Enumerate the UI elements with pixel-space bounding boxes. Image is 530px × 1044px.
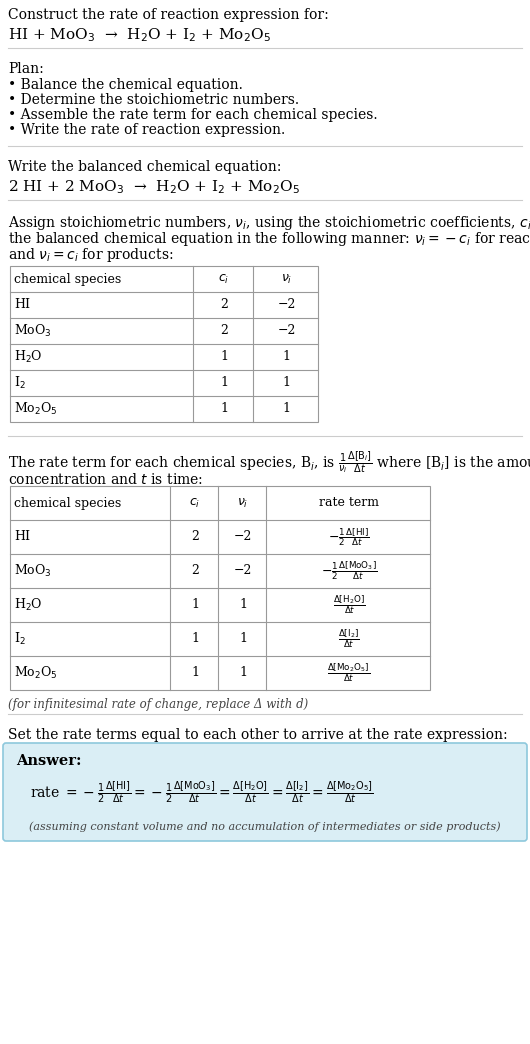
Text: Mo$_2$O$_5$: Mo$_2$O$_5$ — [14, 665, 58, 681]
Text: chemical species: chemical species — [14, 497, 121, 509]
Text: 1: 1 — [239, 666, 247, 680]
Text: I$_2$: I$_2$ — [14, 631, 25, 647]
Text: 1: 1 — [282, 403, 290, 416]
Text: 1: 1 — [282, 351, 290, 363]
Text: rate $= -\frac{1}{2}\frac{\Delta[\mathrm{HI}]}{\Delta t} = -\frac{1}{2}\frac{\De: rate $= -\frac{1}{2}\frac{\Delta[\mathrm… — [30, 779, 374, 805]
Text: 1: 1 — [191, 598, 199, 612]
Text: −2: −2 — [234, 565, 252, 577]
Text: 1: 1 — [239, 633, 247, 645]
Text: 2: 2 — [191, 565, 199, 577]
Text: 1: 1 — [220, 403, 228, 416]
Text: 1: 1 — [282, 377, 290, 389]
Text: • Assemble the rate term for each chemical species.: • Assemble the rate term for each chemic… — [8, 108, 377, 122]
Text: 1: 1 — [191, 633, 199, 645]
Text: Answer:: Answer: — [16, 754, 82, 768]
Text: $-\frac{1}{2}\frac{\Delta[\mathrm{HI}]}{\Delta t}$: $-\frac{1}{2}\frac{\Delta[\mathrm{HI}]}{… — [328, 526, 370, 548]
Text: and $\nu_i = c_i$ for products:: and $\nu_i = c_i$ for products: — [8, 246, 173, 264]
Text: MoO$_3$: MoO$_3$ — [14, 323, 51, 339]
Text: Mo$_2$O$_5$: Mo$_2$O$_5$ — [14, 401, 58, 417]
Text: MoO$_3$: MoO$_3$ — [14, 563, 51, 579]
Text: chemical species: chemical species — [14, 272, 121, 285]
Text: (for infinitesimal rate of change, replace Δ with d): (for infinitesimal rate of change, repla… — [8, 698, 308, 711]
Text: $\nu_i$: $\nu_i$ — [281, 272, 292, 286]
Text: the balanced chemical equation in the following manner: $\nu_i = -c_i$ for react: the balanced chemical equation in the fo… — [8, 230, 530, 248]
Text: • Balance the chemical equation.: • Balance the chemical equation. — [8, 78, 243, 92]
Text: H$_2$O: H$_2$O — [14, 349, 42, 365]
Text: −2: −2 — [234, 530, 252, 544]
Text: • Write the rate of reaction expression.: • Write the rate of reaction expression. — [8, 123, 285, 137]
FancyBboxPatch shape — [3, 743, 527, 841]
Text: $\frac{\Delta[\mathrm{H_2O}]}{\Delta t}$: $\frac{\Delta[\mathrm{H_2O}]}{\Delta t}$ — [333, 594, 365, 616]
Text: I$_2$: I$_2$ — [14, 375, 25, 392]
Text: 1: 1 — [220, 351, 228, 363]
Text: rate term: rate term — [319, 497, 379, 509]
Text: Plan:: Plan: — [8, 62, 44, 76]
Text: $c_i$: $c_i$ — [218, 272, 229, 286]
Text: HI: HI — [14, 530, 30, 544]
Text: $\nu_i$: $\nu_i$ — [237, 497, 249, 509]
Text: (assuming constant volume and no accumulation of intermediates or side products): (assuming constant volume and no accumul… — [29, 822, 501, 832]
Bar — [10, 487, 430, 690]
Text: 2: 2 — [220, 299, 228, 311]
Text: Set the rate terms equal to each other to arrive at the rate expression:: Set the rate terms equal to each other t… — [8, 728, 508, 742]
Text: $-\frac{1}{2}\frac{\Delta[\mathrm{MoO_3}]}{\Delta t}$: $-\frac{1}{2}\frac{\Delta[\mathrm{MoO_3}… — [321, 560, 377, 583]
Text: 1: 1 — [191, 666, 199, 680]
Text: Construct the rate of reaction expression for:: Construct the rate of reaction expressio… — [8, 8, 329, 22]
Text: Assign stoichiometric numbers, $\nu_i$, using the stoichiometric coefficients, $: Assign stoichiometric numbers, $\nu_i$, … — [8, 214, 530, 232]
Text: The rate term for each chemical species, B$_i$, is $\frac{1}{\nu_i}\frac{\Delta[: The rate term for each chemical species,… — [8, 450, 530, 476]
Text: • Determine the stoichiometric numbers.: • Determine the stoichiometric numbers. — [8, 93, 299, 106]
Text: HI + MoO$_3$  →  H$_2$O + I$_2$ + Mo$_2$O$_5$: HI + MoO$_3$ → H$_2$O + I$_2$ + Mo$_2$O$… — [8, 26, 271, 44]
Text: HI: HI — [14, 299, 30, 311]
Text: concentration and $t$ is time:: concentration and $t$ is time: — [8, 472, 203, 487]
Text: 1: 1 — [220, 377, 228, 389]
Text: $\frac{\Delta[\mathrm{I_2}]}{\Delta t}$: $\frac{\Delta[\mathrm{I_2}]}{\Delta t}$ — [338, 627, 360, 650]
Bar — [10, 266, 318, 422]
Text: 2: 2 — [220, 325, 228, 337]
Text: Write the balanced chemical equation:: Write the balanced chemical equation: — [8, 160, 281, 174]
Text: H$_2$O: H$_2$O — [14, 597, 42, 613]
Text: −2: −2 — [277, 325, 296, 337]
Text: −2: −2 — [277, 299, 296, 311]
Text: 1: 1 — [239, 598, 247, 612]
Text: $\frac{\Delta[\mathrm{Mo_2O_5}]}{\Delta t}$: $\frac{\Delta[\mathrm{Mo_2O_5}]}{\Delta … — [328, 662, 370, 684]
Text: 2: 2 — [191, 530, 199, 544]
Text: 2 HI + 2 MoO$_3$  →  H$_2$O + I$_2$ + Mo$_2$O$_5$: 2 HI + 2 MoO$_3$ → H$_2$O + I$_2$ + Mo$_… — [8, 177, 300, 195]
Text: $c_i$: $c_i$ — [189, 497, 201, 509]
